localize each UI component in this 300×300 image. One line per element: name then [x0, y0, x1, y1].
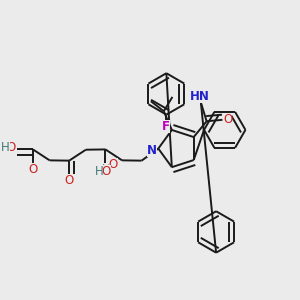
Text: H: H	[95, 165, 103, 178]
Text: O: O	[28, 163, 38, 176]
Text: O: O	[101, 165, 111, 178]
Text: O: O	[7, 142, 16, 154]
Text: F: F	[162, 120, 170, 133]
Text: N: N	[147, 143, 157, 157]
Text: O: O	[223, 113, 232, 126]
Text: O: O	[109, 158, 118, 171]
Text: H: H	[1, 142, 10, 154]
Text: H: H	[102, 163, 111, 176]
Text: O: O	[64, 174, 74, 187]
Text: HN: HN	[190, 90, 209, 103]
